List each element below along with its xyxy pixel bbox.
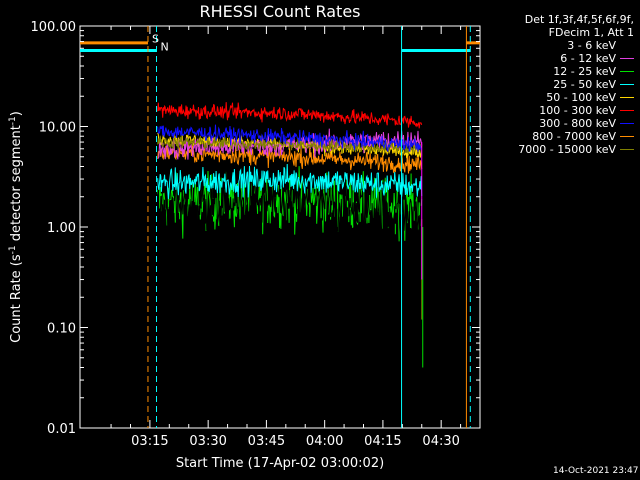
- series-line: [157, 102, 423, 129]
- series-line: [157, 124, 423, 153]
- axis-layer: 0.01 0.10 1.00 10.00 100.00 03:15 03:30 03:45 04…: [31, 20, 480, 449]
- series-line: [157, 163, 423, 253]
- x-tick-label: 04:30: [422, 434, 459, 449]
- legend-entry: 300 - 800 keV: [468, 117, 634, 130]
- legend-header-1: Det 1f,3f,4f,5f,6f,9f,: [524, 13, 634, 26]
- legend-label: 800 - 7000 keV: [532, 130, 616, 143]
- series-line: [157, 128, 423, 160]
- y-tick-label: 10.00: [39, 121, 76, 136]
- x-axis-label: Start Time (17-Apr-02 03:00:02): [176, 456, 384, 471]
- legend-swatch: [620, 110, 634, 111]
- series-layer: [157, 102, 424, 368]
- legend-swatch: [620, 149, 634, 150]
- y-tick-label: 100.00: [31, 20, 77, 35]
- event-marker-label: S: [152, 32, 159, 45]
- legend-entry: 3 - 6 keV: [468, 39, 634, 52]
- legend-swatch: [620, 58, 634, 59]
- legend-entry: 25 - 50 keV: [468, 78, 634, 91]
- y-tick-label: 1.00: [47, 221, 76, 236]
- legend-swatch: [620, 136, 634, 137]
- legend-label: 300 - 800 keV: [539, 117, 616, 130]
- series-line: [157, 135, 423, 156]
- legend-swatch: [620, 45, 634, 46]
- legend-label: 100 - 300 keV: [539, 104, 616, 117]
- x-tick-label: 04:15: [364, 434, 401, 449]
- x-tick-label: 03:30: [189, 434, 226, 449]
- chart-title: RHESSI Count Rates: [200, 2, 361, 21]
- legend-entry: 100 - 300 keV: [468, 104, 634, 117]
- legend-label: 7000 - 15000 keV: [518, 143, 616, 156]
- legend-label: 25 - 50 keV: [553, 78, 616, 91]
- x-tick-label: 03:45: [248, 434, 285, 449]
- legend-entry: 12 - 25 keV: [468, 65, 634, 78]
- legend-entry: 6 - 12 keV: [468, 52, 634, 65]
- y-tick-label: 0.10: [47, 322, 76, 337]
- legend-swatch: [620, 84, 634, 85]
- x-tick-label: 04:00: [306, 434, 343, 449]
- legend-entry: 50 - 100 keV: [468, 91, 634, 104]
- x-tick-label: 03:15: [131, 434, 168, 449]
- y-axis-label: Count Rate (s-1 detector segment-1): [8, 111, 24, 343]
- overlay-layer: SN: [80, 26, 480, 428]
- legend-rows: 3 - 6 keV 6 - 12 keV 12 - 25 keV 25 - 50 ke…: [468, 39, 634, 156]
- legend-label: 6 - 12 keV: [560, 52, 616, 65]
- legend: Det 1f,3f,4f,5f,6f,9f, FDecim 1, Att 1 3…: [468, 13, 634, 156]
- event-marker-label: N: [161, 40, 169, 53]
- legend-label: 50 - 100 keV: [546, 91, 616, 104]
- y-tick-label: 0.01: [47, 422, 76, 437]
- legend-entry: 7000 - 15000 keV: [468, 143, 634, 156]
- legend-swatch: [620, 71, 634, 72]
- timestamp: 14-Oct-2021 23:47: [553, 466, 639, 476]
- legend-label: 3 - 6 keV: [567, 39, 616, 52]
- legend-label: 12 - 25 keV: [553, 65, 616, 78]
- legend-entry: 800 - 7000 keV: [468, 130, 634, 143]
- legend-header-2: FDecim 1, Att 1: [548, 26, 634, 39]
- legend-swatch: [620, 123, 634, 124]
- legend-swatch: [620, 97, 634, 98]
- series-line: [157, 163, 423, 200]
